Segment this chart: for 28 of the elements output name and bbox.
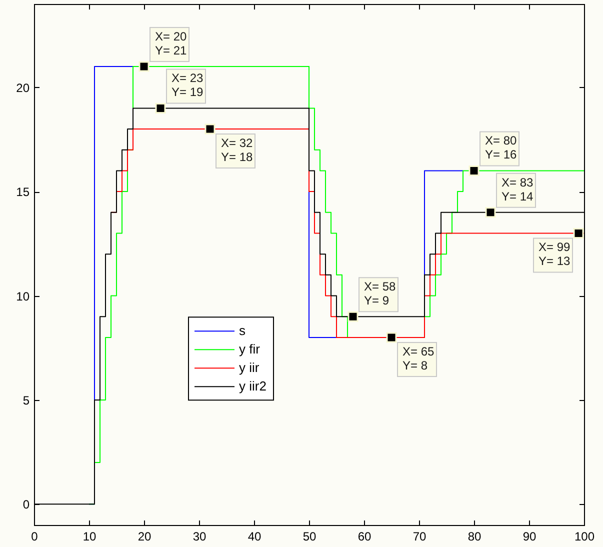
x-tick-label: 0 [31, 530, 38, 544]
annotation: X= 65 Y= 8 [402, 344, 435, 372]
x-tick-label: 10 [82, 530, 96, 544]
annotation: X= 58 Y= 9 [364, 280, 396, 308]
y-tick-label: 15 [16, 185, 30, 200]
x-tick-label: 60 [358, 530, 372, 544]
legend-label: s [239, 323, 246, 338]
y-tick-label: 0 [22, 498, 30, 512]
x-tick-label: 70 [412, 530, 426, 544]
annotation: X= 32 Y= 18 [221, 136, 254, 164]
annotation: X= 83 Y= 14 [502, 175, 534, 204]
y-tick-label: 10 [16, 289, 30, 304]
x-tick-label: 50 [302, 530, 316, 544]
annotation: X= 99 Y= 13 [538, 240, 571, 268]
annotation: X= 80 Y= 16 [485, 134, 518, 162]
x-tick-label: 90 [522, 530, 536, 544]
annotation: X= 23 Y= 19 [172, 71, 204, 100]
y-tick-label: 5 [22, 393, 30, 408]
x-tick-label: 100 [574, 530, 595, 544]
annotation: X= 20 Y= 21 [155, 30, 188, 58]
x-tick-label: 20 [138, 530, 152, 544]
legend-label: y fir [239, 342, 261, 357]
x-tick-label: 30 [192, 530, 206, 544]
legend-label: y iir2 [239, 378, 266, 394]
y-tick-label: 20 [16, 80, 30, 95]
x-tick-label: 80 [468, 530, 482, 544]
x-tick-label: 40 [248, 530, 262, 544]
legend-label: y iir [239, 360, 260, 376]
